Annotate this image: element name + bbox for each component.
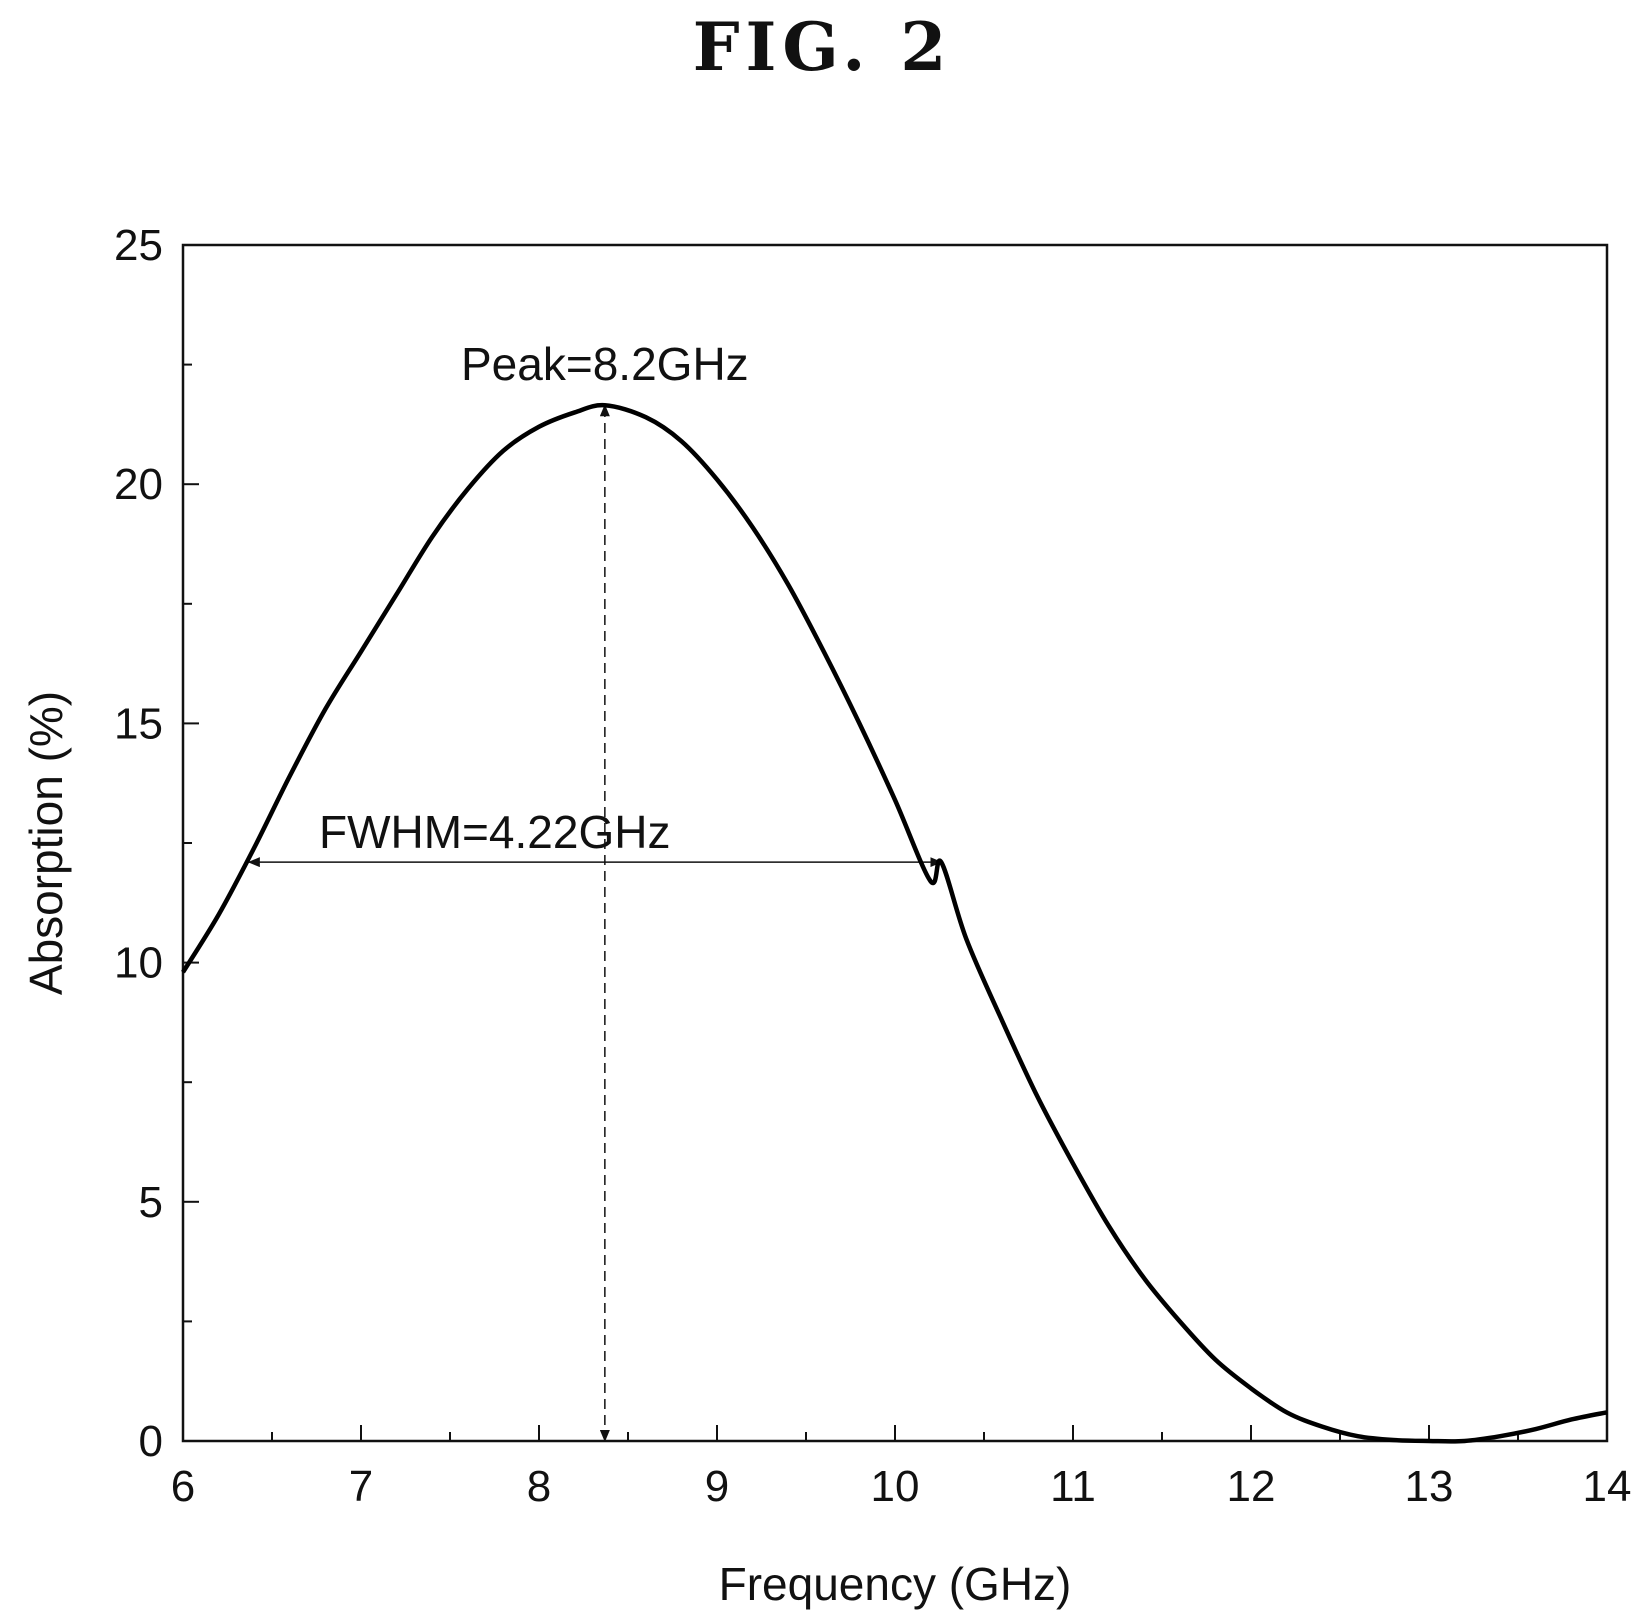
annotation-arrows <box>247 404 943 1442</box>
x-tick-label: 9 <box>705 1462 729 1511</box>
y-axis-ticks: 0 5 10 15 20 25 <box>114 221 199 1466</box>
x-tick-label: 8 <box>527 1462 551 1511</box>
figure-title: FIG. 2 <box>692 8 953 86</box>
x-tick-label: 14 <box>1583 1462 1632 1511</box>
x-tick-label: 12 <box>1227 1462 1276 1511</box>
y-tick-label: 10 <box>114 939 163 988</box>
x-axis-ticks: 6 7 8 9 10 11 12 13 14 <box>171 1425 1632 1511</box>
y-tick-label: 0 <box>139 1417 163 1466</box>
x-tick-label: 7 <box>349 1462 373 1511</box>
x-tick-label: 10 <box>871 1462 920 1511</box>
peak-annotation: Peak=8.2GHz <box>461 338 749 390</box>
y-tick-label: 20 <box>114 460 163 509</box>
y-axis-label: Absorption (%) <box>20 691 72 995</box>
y-tick-label: 25 <box>114 221 163 270</box>
x-tick-label: 11 <box>1050 1462 1096 1511</box>
x-tick-label: 13 <box>1405 1462 1454 1511</box>
x-tick-label: 6 <box>171 1462 195 1511</box>
x-axis-label: Frequency (GHz) <box>719 1558 1072 1610</box>
y-tick-label: 15 <box>114 699 163 748</box>
y-tick-label: 5 <box>139 1178 163 1227</box>
absorption-curve <box>181 402 1608 1444</box>
fwhm-annotation: FWHM=4.22GHz <box>319 806 670 858</box>
